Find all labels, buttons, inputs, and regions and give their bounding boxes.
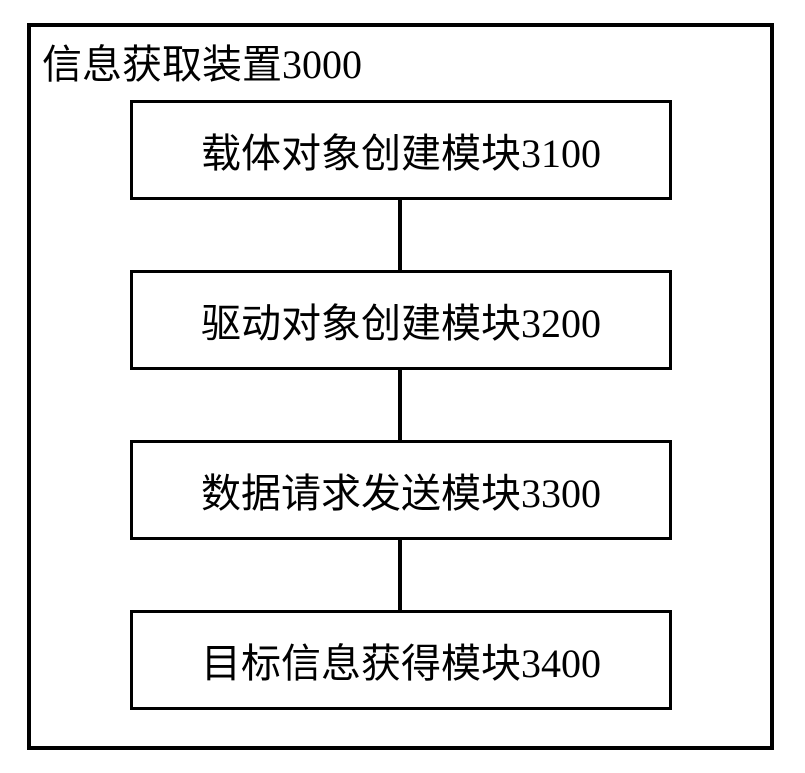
diagram-canvas: 信息获取装置3000 载体对象创建模块3100 驱动对象创建模块3200 数据请… <box>0 0 805 773</box>
module-box-3100: 载体对象创建模块3100 <box>130 100 672 200</box>
module-box-3300: 数据请求发送模块3300 <box>130 440 672 540</box>
module-label-3300: 数据请求发送模块3300 <box>201 461 601 519</box>
module-label-3200: 驱动对象创建模块3200 <box>201 291 601 349</box>
connector-3300-3400 <box>398 540 402 610</box>
module-box-3200: 驱动对象创建模块3200 <box>130 270 672 370</box>
module-label-3400: 目标信息获得模块3400 <box>201 631 601 689</box>
module-label-3100: 载体对象创建模块3100 <box>201 121 601 179</box>
diagram-title: 信息获取装置3000 <box>42 32 362 90</box>
connector-3100-3200 <box>398 200 402 270</box>
connector-3200-3300 <box>398 370 402 440</box>
module-box-3400: 目标信息获得模块3400 <box>130 610 672 710</box>
